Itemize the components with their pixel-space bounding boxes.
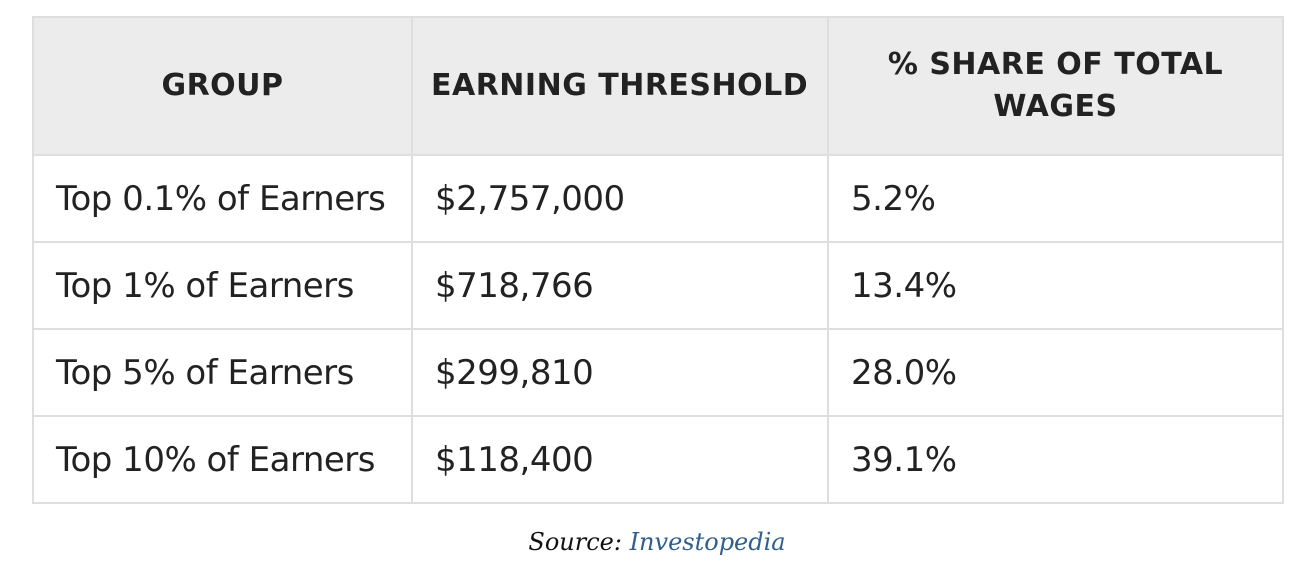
- cell-threshold: $718,766: [411, 241, 829, 330]
- cell-group: Top 0.1% of Earners: [32, 154, 413, 243]
- table-header: GROUP EARNING THRESHOLD % SHARE OF TOTAL…: [32, 16, 1284, 156]
- table-row: Top 0.1% of Earners $2,757,000 5.2%: [32, 154, 1284, 243]
- cell-group: Top 1% of Earners: [32, 241, 413, 330]
- header-share-of-wages: % SHARE OF TOTAL WAGES: [827, 16, 1284, 156]
- cell-share: 39.1%: [827, 415, 1284, 504]
- wage-distribution-table-container: GROUP EARNING THRESHOLD % SHARE OF TOTAL…: [32, 16, 1284, 504]
- header-earning-threshold: EARNING THRESHOLD: [411, 16, 829, 156]
- source-label: Source:: [528, 528, 622, 556]
- cell-threshold: $2,757,000: [411, 154, 829, 243]
- wage-distribution-table: GROUP EARNING THRESHOLD % SHARE OF TOTAL…: [32, 16, 1284, 504]
- cell-share: 28.0%: [827, 328, 1284, 417]
- cell-threshold: $118,400: [411, 415, 829, 504]
- source-link[interactable]: Investopedia: [629, 528, 786, 556]
- cell-share: 5.2%: [827, 154, 1284, 243]
- header-row: GROUP EARNING THRESHOLD % SHARE OF TOTAL…: [32, 16, 1284, 156]
- cell-group: Top 5% of Earners: [32, 328, 413, 417]
- table-body: Top 0.1% of Earners $2,757,000 5.2% Top …: [32, 154, 1284, 504]
- cell-threshold: $299,810: [411, 328, 829, 417]
- table-row: Top 5% of Earners $299,810 28.0%: [32, 328, 1284, 417]
- cell-share: 13.4%: [827, 241, 1284, 330]
- table-row: Top 10% of Earners $118,400 39.1%: [32, 415, 1284, 504]
- cell-group: Top 10% of Earners: [32, 415, 413, 504]
- table-row: Top 1% of Earners $718,766 13.4%: [32, 241, 1284, 330]
- source-caption: Source: Investopedia: [0, 528, 1294, 556]
- header-group: GROUP: [32, 16, 413, 156]
